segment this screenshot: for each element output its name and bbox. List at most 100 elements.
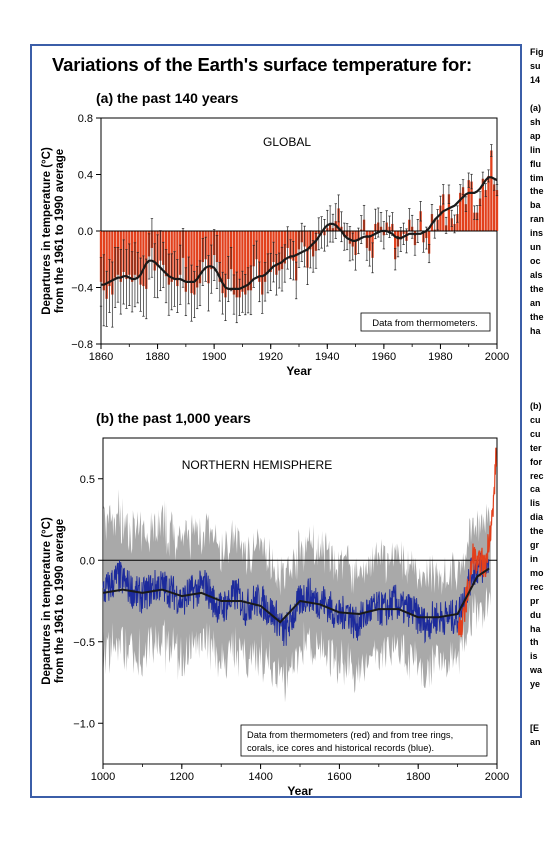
panel-b-x-tick-label: 1200 [170,771,194,783]
panel-a-bar [105,231,108,299]
side-text-line: (b) [530,401,542,411]
side-text-line: ins [530,228,544,239]
panel-b-y-axis-label-line1: Departures in temperature (°C) [41,517,53,685]
panel-b-y-tick-label: −0.5 [73,637,95,649]
side-text-line: the [530,186,544,197]
panel-a-bar [232,231,236,295]
side-text-line: an [530,736,541,747]
side-text-line: rec [530,581,544,592]
side-text-line: is [530,651,538,662]
side-text-line: the [530,283,544,294]
panel-b-x-axis-label: Year [287,784,313,798]
panel-a-bar [467,180,470,231]
panel-a-y-tick-label: 0.0 [78,226,93,238]
side-text-line: oc [530,255,541,266]
panel-a-x-axis-label: Year [286,364,312,378]
panel-b-y-tick-label: 0.5 [80,474,95,486]
side-text-line: flu [530,158,541,169]
side-text-line: th [530,637,539,648]
side-footer: [E an [530,722,541,750]
panel-a-bar [99,231,103,282]
panel-a-bar [275,231,278,275]
panel-a-bar [221,231,224,294]
panel-a-bar [190,231,193,294]
figure-frame [30,44,522,798]
panel-a-bar [470,181,473,231]
panel-a-y-tick-label: −0.8 [71,339,93,351]
panel-a-x-tick-label: 1880 [145,351,169,363]
panel-a-bar [394,231,397,260]
panel-b-trend-line [102,567,490,624]
side-text-line: dia [530,512,544,523]
side-text-line: du [530,609,541,620]
panel-a-bar [481,178,485,231]
panel-b-legend-line1: Data from thermometers (red) and from tr… [247,730,453,740]
panel-a-bar [490,150,493,231]
panel-a-bar [198,231,202,284]
side-text-line: als [530,269,543,280]
side-text-line: the [530,311,544,322]
panel-a-bar [439,205,442,231]
panel-a-bar [235,231,238,298]
panel-a-bar [461,187,465,231]
panel-a-bar [493,184,496,231]
panel-a-bar [227,231,230,280]
side-text-line: ca [530,484,541,495]
panel-a-bar [266,231,270,274]
side-text-line: wa [530,665,543,676]
panel-b-instrumental-line [457,447,497,638]
panel-a-x-tick-label: 1960 [372,351,396,363]
side-text-line: [E [530,723,539,733]
side-text-line: the [530,526,544,537]
side-text-line: cu [530,414,541,425]
side-body-b: (b) cu cu ter for rec ca lis dia the gr in mo rec pr du… [530,400,544,692]
side-text-line: un [530,242,541,253]
panel-a-bars [99,150,499,299]
panel-a-trend-line [101,176,498,290]
side-text-line: ap [530,130,541,141]
side-caption: Fig su 14 [530,46,544,88]
panel-a-bar [238,231,241,298]
panel-a-bar [196,231,199,288]
panel-a-bar [244,231,247,295]
panel-b-legend-line2: corals, ice cores and historical records… [247,743,434,753]
side-text-line: ran [530,214,544,225]
side-text-line: lis [530,498,541,509]
panel-a-bar [476,212,479,231]
panel-a-legend-box [360,312,491,332]
panel-b-x-tick-label: 1400 [248,771,272,783]
panel-a-y-tick-label: −0.4 [71,283,93,295]
panel-a-bar [278,231,281,271]
side-text-line: ha [530,623,541,634]
panel-a-legend-text: Data from thermometers. [372,318,478,329]
side-text-line: mo [530,567,544,578]
side-text-line: su [530,60,541,71]
panel-b-x-tick-label: 1800 [406,771,430,783]
figure-title: Variations of the Earth's surface temper… [52,54,473,75]
panel-a-bar [249,231,253,291]
panel-b-subtitle: (b) the past 1,000 years [96,410,251,426]
side-text-line: cu [530,428,541,439]
side-text-line: gr [530,540,539,551]
panel-a-y-axis-label-line2: from the 1961 to 1990 average [54,149,66,313]
panel-b-x-tick-label: 1600 [327,771,351,783]
panel-a-x-tick-label: 1900 [202,351,226,363]
side-text-line: ba [530,200,541,211]
side-text-line: 14 [530,74,541,85]
side-text-line: rec [530,470,544,481]
panel-b-y-axis-label-line2: from the 1961 to 1990 average [54,519,66,683]
panel-a-bar [487,175,490,231]
panel-a-region-label: GLOBAL [263,135,311,149]
panel-a-bar [269,231,272,272]
side-text-line: sh [530,116,541,127]
side-text-line: lin [530,144,541,155]
side-body-a: (a) sh ap lin flu tim the ba ran ins un oc als the an t… [530,102,544,338]
panel-a-bar [484,190,487,231]
panel-a-bar [184,231,188,292]
panel-a-x-tick-label: 1940 [315,351,339,363]
panel-a-x-tick-label: 1860 [89,351,113,363]
side-text-line: for [530,456,542,467]
panel-b-x-tick-label: 2000 [485,771,509,783]
panel-a-y-axis-label-line1: Departures in temperature (°C) [41,147,53,315]
